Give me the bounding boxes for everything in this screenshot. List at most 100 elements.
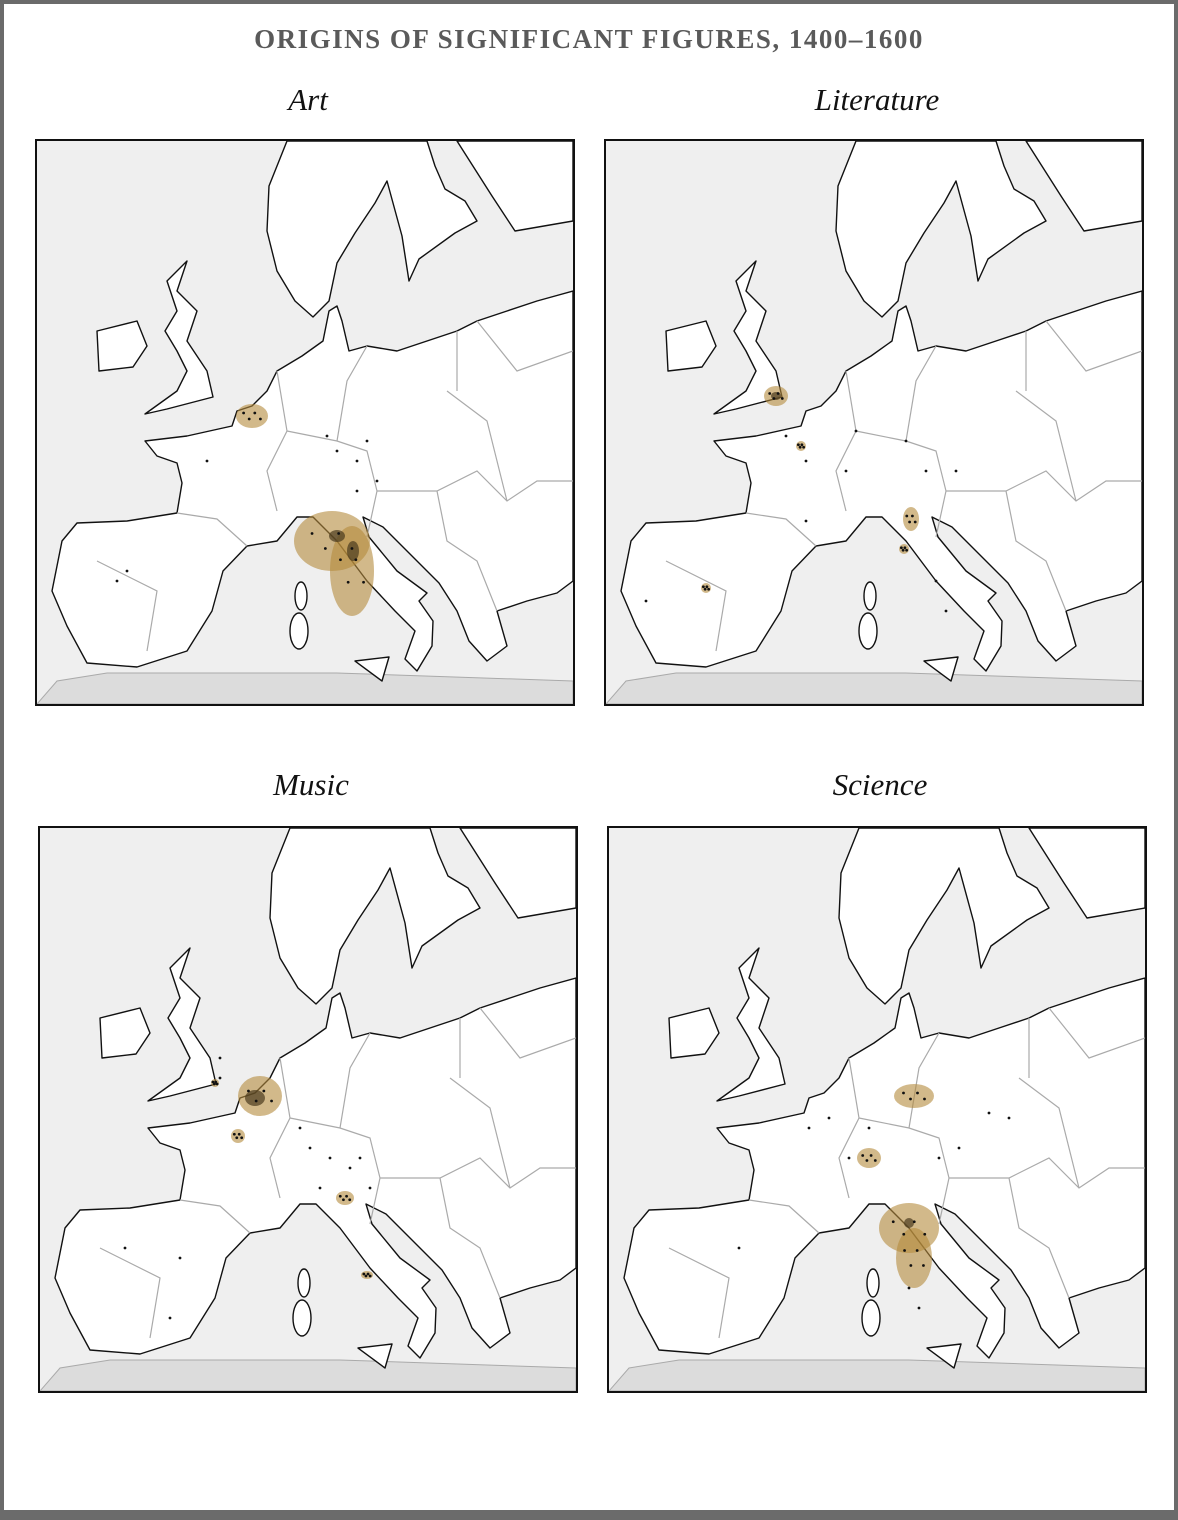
figure-dot <box>913 520 917 524</box>
figure-dot <box>310 532 314 535</box>
figure-dot <box>337 532 341 535</box>
figure-dot <box>911 514 914 518</box>
concentration-area <box>236 404 268 428</box>
figure-dot <box>923 1097 926 1101</box>
map-science <box>607 826 1147 1393</box>
figure-dot <box>776 392 780 395</box>
figure-dot <box>212 1082 216 1086</box>
figure-dot <box>737 1246 741 1250</box>
figure-dot <box>362 1272 366 1276</box>
figure-dot <box>365 439 369 443</box>
figure-dot <box>247 417 251 421</box>
figure-dot <box>215 1082 219 1086</box>
figure-dot <box>358 1156 362 1160</box>
figure-dot <box>915 1249 919 1252</box>
panel-title: Art <box>288 82 328 117</box>
concentration-core <box>245 1090 265 1106</box>
concentration-area <box>894 1084 934 1108</box>
figure-dot <box>917 1306 921 1310</box>
panel-title: Science <box>832 767 928 802</box>
panel-title: Music <box>273 767 349 802</box>
concentration-area <box>899 544 909 554</box>
figure-dot <box>916 1091 919 1095</box>
concentration-area <box>896 1228 932 1288</box>
figure-dot <box>253 411 257 415</box>
figure-dot <box>804 519 808 523</box>
figure-dot <box>772 397 776 400</box>
figure-dot <box>909 1097 912 1101</box>
concentration-area <box>231 1129 245 1143</box>
figure-dot <box>218 1076 222 1080</box>
panel-title: Literature <box>814 82 940 117</box>
figure-dot <box>644 599 648 603</box>
figure-dot <box>298 1126 302 1130</box>
map-music <box>38 826 578 1393</box>
figure-dot <box>873 1159 877 1162</box>
figure-dot <box>235 1136 239 1140</box>
figure-dot <box>345 1194 348 1198</box>
figure-dot <box>865 1159 869 1162</box>
figure-dot <box>707 587 711 591</box>
figure-dot <box>944 609 948 613</box>
figure-dot <box>905 514 909 518</box>
concentration-area <box>903 507 919 531</box>
figure-dot <box>368 1274 372 1278</box>
figure-dot <box>891 1220 895 1224</box>
figure-dot <box>705 585 709 589</box>
figure-dot <box>912 1220 916 1224</box>
figure-dot <box>178 1256 182 1260</box>
figure-dot <box>328 1156 332 1160</box>
concentration-core <box>347 541 359 561</box>
figure-dot <box>861 1154 865 1157</box>
map-art <box>35 139 575 706</box>
figure-dot <box>854 429 858 433</box>
figure-dot <box>254 1099 258 1103</box>
figure-dot <box>366 1272 370 1276</box>
figure-dot <box>701 585 705 589</box>
figure-dot <box>354 558 358 562</box>
figure-dot <box>362 580 365 584</box>
figure-dot <box>259 417 262 421</box>
concentration-area <box>361 1271 373 1279</box>
concentration-core <box>329 530 345 542</box>
concentration-core <box>904 1218 914 1228</box>
figure-dot <box>922 1264 925 1267</box>
figure-dot <box>827 1116 831 1120</box>
figure-dot <box>350 547 354 550</box>
figure-dot <box>218 1056 222 1060</box>
figure-dot <box>844 469 848 473</box>
figure-dot <box>903 1249 906 1252</box>
figure-dot <box>247 1089 250 1093</box>
concentration-area <box>336 1191 354 1205</box>
figure-dot <box>924 469 928 473</box>
figure-dot <box>348 1198 352 1202</box>
figure-dot <box>796 443 800 447</box>
figure-dot <box>123 1246 127 1250</box>
figure-dot <box>338 1194 342 1198</box>
figure-dot <box>355 459 359 463</box>
figure-dot <box>318 1186 322 1190</box>
concentration-area <box>796 441 806 451</box>
figure-dot <box>847 1156 851 1160</box>
figure-dot <box>869 1154 873 1157</box>
figure-dot <box>262 1089 266 1093</box>
figure-dot <box>901 548 905 552</box>
figure-dot <box>342 1198 345 1202</box>
figure-dot <box>364 1274 368 1278</box>
figure-dot <box>780 397 784 400</box>
figure-dot <box>368 1186 372 1190</box>
concentration-area <box>857 1148 881 1168</box>
figure-title: ORIGINS OF SIGNIFICANT FIGURES, 1400–160… <box>254 24 924 54</box>
figure-dot <box>703 587 707 591</box>
figure-dot <box>934 579 938 583</box>
figure-dot <box>325 434 329 438</box>
figure-dot <box>902 1232 906 1236</box>
figure-dot <box>339 558 342 562</box>
figure-dot <box>937 1156 941 1160</box>
figure-dot <box>904 439 908 443</box>
figure-dot <box>214 1080 218 1084</box>
figure-dot <box>907 1286 911 1290</box>
figure-dot <box>987 1111 991 1115</box>
figure-dot <box>957 1146 961 1150</box>
